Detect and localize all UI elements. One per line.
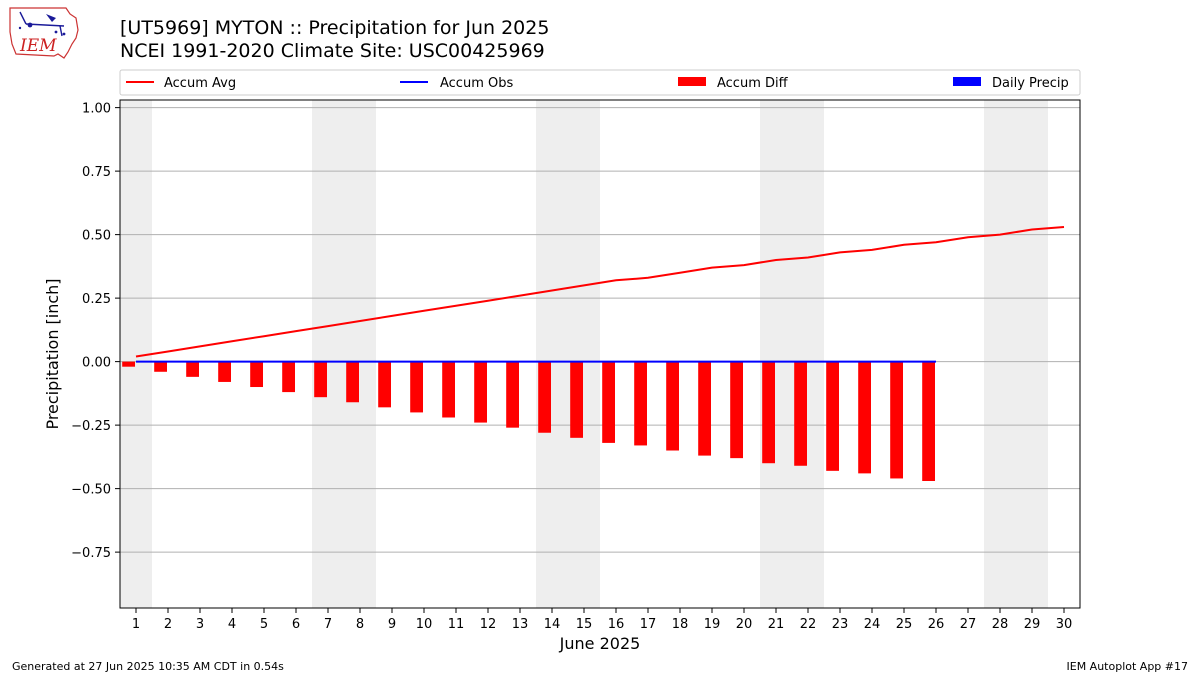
x-tick-label: 27: [960, 617, 977, 632]
chart-subtitle: NCEI 1991-2020 Climate Site: USC00425969: [120, 40, 545, 62]
weather-station-icon: [18, 11, 66, 37]
x-tick-label: 13: [512, 617, 529, 632]
weekend-band-21: [760, 100, 792, 608]
y-axis-ticks: −0.75 −0.50 −0.25 0.00 0.25 0.50 0.75 1.00: [71, 102, 120, 561]
x-tick-label: 21: [768, 617, 785, 632]
logo-text: IEM: [19, 36, 57, 56]
y-tick-label: 0.25: [82, 292, 111, 307]
accum-diff-bar: [442, 361, 455, 418]
x-tick-label: 5: [260, 617, 268, 632]
x-tick-label: 9: [388, 617, 396, 632]
accum-diff-bar: [538, 361, 551, 433]
accum-diff-bar: [858, 361, 871, 474]
x-tick-label: 3: [196, 617, 204, 632]
accum-diff-bar: [282, 361, 295, 393]
x-tick-label: 16: [608, 617, 625, 632]
x-tick-label: 2: [164, 617, 172, 632]
generated-timestamp: Generated at 27 Jun 2025 10:35 AM CDT in…: [12, 660, 284, 673]
x-tick-label: 29: [1024, 617, 1041, 632]
weekend-band-8: [344, 100, 376, 608]
x-tick-label: 6: [292, 617, 300, 632]
legend-label-accum-obs: Accum Obs: [440, 76, 513, 91]
iem-logo: IEM: [9, 7, 79, 59]
legend-frame: [119, 69, 1081, 96]
weekend-band-7: [312, 100, 344, 608]
x-tick-label: 8: [356, 617, 364, 632]
accum-diff-bar: [186, 361, 199, 377]
x-tick-label: 18: [672, 617, 689, 632]
x-tick-label: 11: [448, 617, 465, 632]
x-tick-label: 20: [736, 617, 753, 632]
x-tick-label: 22: [800, 617, 817, 632]
chart-title: [UT5969] MYTON :: Precipitation for Jun …: [120, 17, 550, 39]
weekend-band-29: [1016, 100, 1048, 608]
accum-diff-bar: [154, 361, 167, 372]
accum-diff-bar: [602, 361, 615, 443]
x-tick-label: 19: [704, 617, 721, 632]
accum-diff-bar: [698, 361, 711, 456]
legend-swatch-accum-diff: [678, 77, 706, 86]
accum-diff-bar: [890, 361, 903, 479]
app-label: IEM Autoplot App #17: [1066, 660, 1189, 673]
legend-label-accum-diff: Accum Diff: [717, 76, 789, 91]
x-tick-label: 12: [480, 617, 497, 632]
legend-label-accum-avg: Accum Avg: [164, 76, 236, 91]
accum-diff-bar: [346, 361, 359, 403]
y-tick-label: −0.50: [71, 483, 111, 498]
x-tick-label: 23: [832, 617, 849, 632]
accum-diff-bar: [250, 361, 263, 388]
x-tick-label: 14: [544, 617, 561, 632]
plot-frame: [119, 99, 1081, 609]
x-tick-label: 15: [576, 617, 593, 632]
x-tick-label: 28: [992, 617, 1009, 632]
series-lines: [135, 226, 1065, 363]
x-tick-label: 30: [1056, 617, 1073, 632]
y-tick-label: 1.00: [82, 102, 111, 117]
legend: Accum Avg Accum Obs Accum Diff Daily Pre…: [119, 69, 1081, 96]
y-tick-label: 0.00: [82, 356, 111, 371]
legend-label-daily-precip: Daily Precip: [992, 76, 1069, 91]
weekend-band-15: [568, 100, 600, 608]
x-axis-label: June 2025: [559, 634, 641, 653]
x-tick-label: 24: [864, 617, 881, 632]
weekend-band-14: [536, 100, 568, 608]
accum-diff-bar: [762, 361, 775, 464]
weekend-band-22: [792, 100, 824, 608]
weekend-shading: [120, 100, 1048, 608]
accum-avg-line: [135, 226, 1065, 358]
accum-diff-bar: [634, 361, 647, 446]
x-tick-label: 10: [416, 617, 433, 632]
x-tick-label: 25: [896, 617, 913, 632]
y-tick-label: −0.75: [71, 546, 111, 561]
x-tick-label: 1: [132, 617, 140, 632]
accum-diff-bar: [730, 361, 743, 459]
y-tick-label: 0.75: [82, 165, 111, 180]
accum-diff-bar: [826, 361, 839, 471]
accum-diff-bar: [218, 361, 231, 382]
x-tick-label: 17: [640, 617, 657, 632]
accum-diff-bar: [314, 361, 327, 398]
y-tick-label: 0.50: [82, 229, 111, 244]
accum-diff-bar: [570, 361, 583, 438]
accum-diff-bar: [378, 361, 391, 408]
x-axis-ticks: 1 2 3 4 5 6 7 8 9 10 11 12 13 14 15 16 17 18 19 20 21 22 23 24 2…: [132, 608, 1072, 632]
accum-diff-bar: [122, 361, 135, 367]
accum-diff-bar: [794, 361, 807, 466]
x-tick-label: 4: [228, 617, 236, 632]
x-tick-label: 7: [324, 617, 332, 632]
accum-diff-bar: [922, 361, 935, 481]
weekend-band-28: [984, 100, 1016, 608]
accum-diff-bar: [474, 361, 487, 423]
x-tick-label: 26: [928, 617, 945, 632]
y-tick-label: −0.25: [71, 419, 111, 434]
accum-diff-bar: [666, 361, 679, 451]
accum-diff-bar: [410, 361, 423, 413]
accum-diff-bars: [122, 361, 935, 481]
y-axis-label: Precipitation [inch]: [43, 278, 62, 429]
legend-swatch-daily-precip: [953, 77, 981, 86]
accum-diff-bar: [506, 361, 519, 428]
